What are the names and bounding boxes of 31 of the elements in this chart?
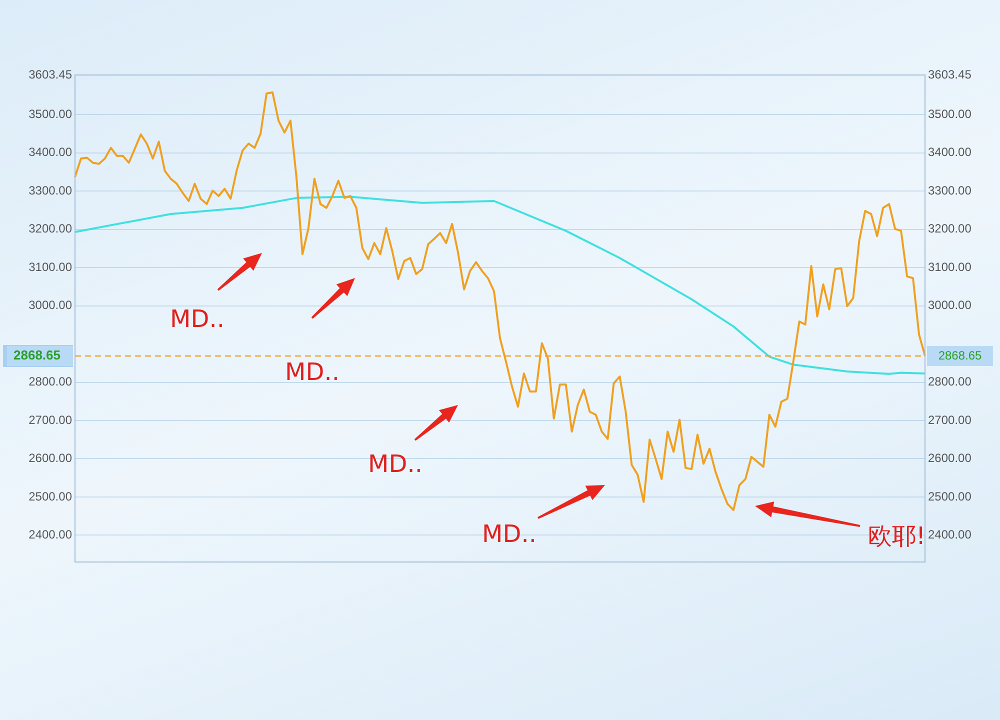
annotation: MD.. [285,358,340,386]
ref-line-label: 2868.65 [938,348,982,362]
annotation: MD.. [482,520,536,548]
y2-tick-label: 3500.00 [928,106,972,121]
y2-tick-label: 2600.00 [928,451,972,466]
y2-tick-label: 3400.00 [928,145,972,160]
y2-tick-label: 3100.00 [928,260,972,274]
y-tick-label: 3300.00 [28,183,72,198]
y-tick-label: 2400.00 [28,528,72,542]
y-tick-label: 2500.00 [28,489,72,504]
annotation: 欧耶! [868,521,926,552]
y2-tick-label: 2500.00 [928,489,972,504]
annotation: MD.. [368,450,422,478]
y2-tick-label: 2800.00 [928,374,972,389]
y2-tick-label: 3200.00 [928,222,972,236]
y-tick-label: 3200.00 [28,222,72,236]
y-tick-label: 2600.00 [28,451,72,466]
y2-tick-label: 3000.00 [928,298,972,312]
y2-tick-label: 3603.45 [928,67,972,82]
y-tick-label: 2800.00 [28,374,72,389]
y-tick-label: 3000.00 [28,298,72,312]
y2-tick-label: 3300.00 [928,183,972,198]
annotation: MD.. [170,305,224,333]
y-tick-label: 3603.45 [28,67,72,82]
text: 2868.65 [14,348,60,363]
y2-tick-label: 2700.00 [928,412,972,427]
y-tick-label: 2700.00 [28,412,72,427]
y-tick-label: 3400.00 [28,145,72,160]
y-tick-label: 3500.00 [28,106,72,121]
y-tick-label: 3100.00 [28,260,72,274]
y2-tick-label: 2400.00 [928,528,972,542]
